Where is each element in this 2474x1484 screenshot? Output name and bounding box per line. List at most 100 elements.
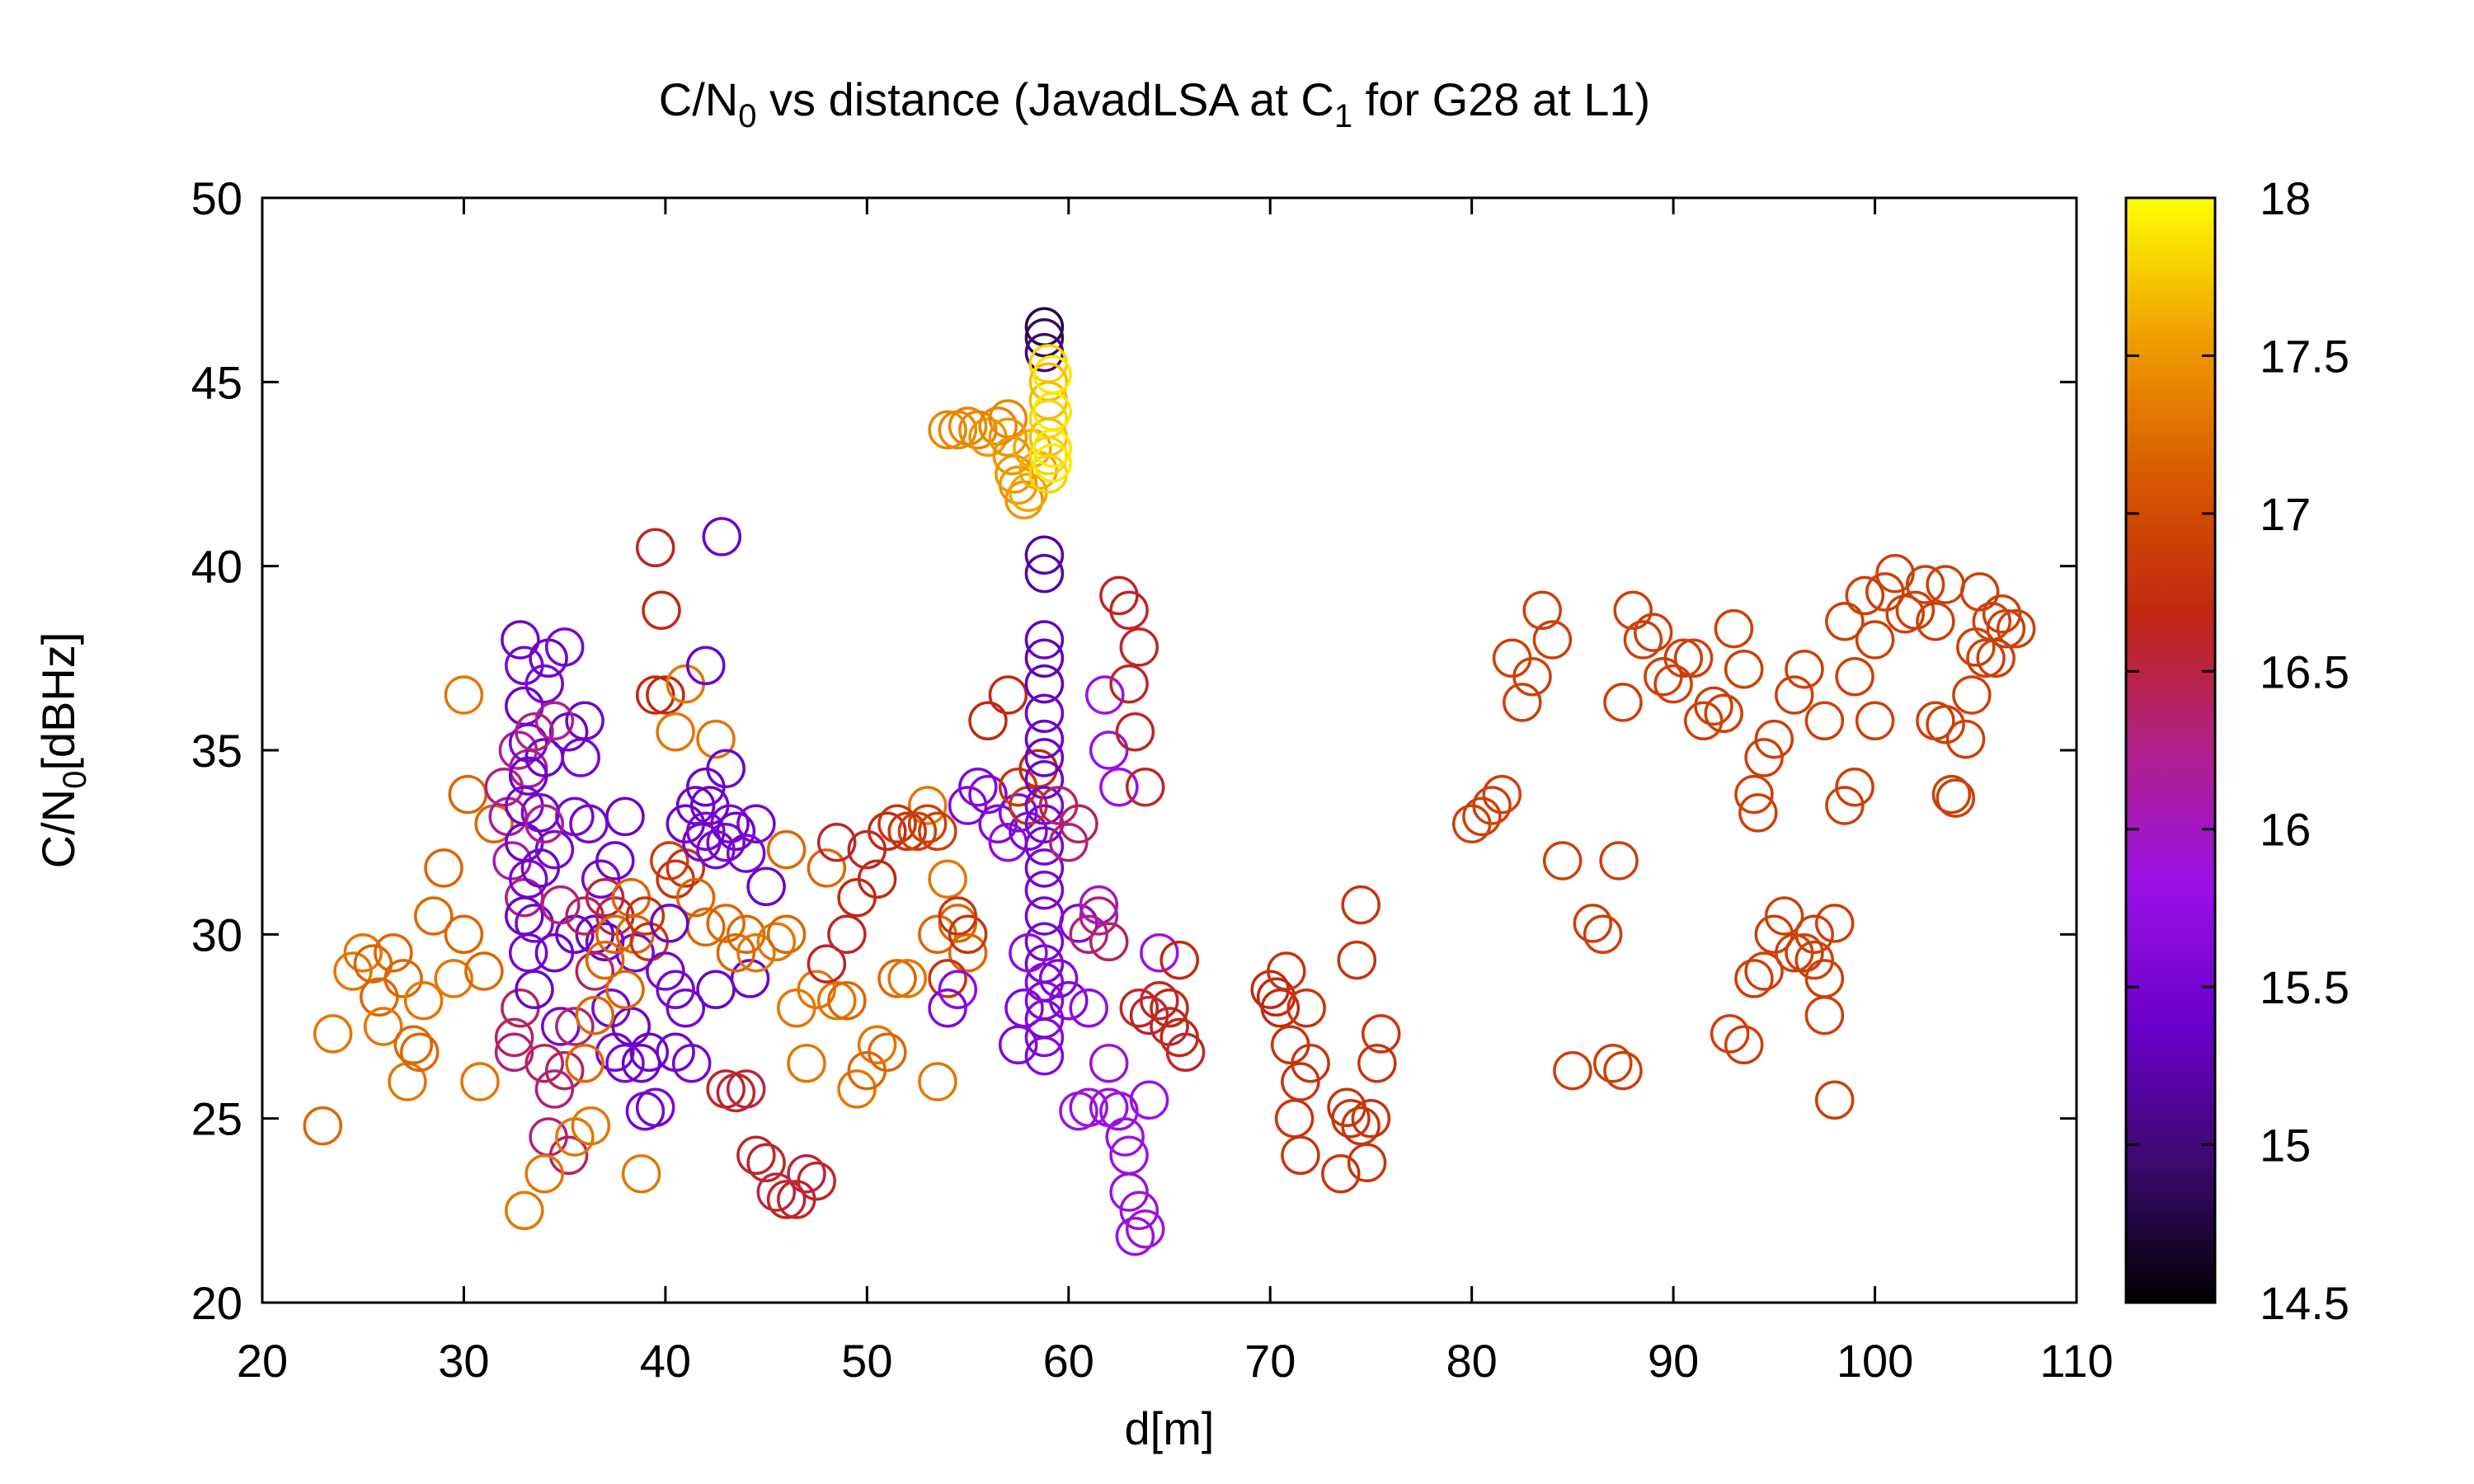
data-point [827,980,867,1021]
colorbar-tick: 16 [2126,804,2311,856]
x-tick-label: 20 [237,1335,288,1387]
data-point [1952,675,1992,715]
data-point [575,995,615,1036]
data-point [569,804,609,844]
data-point [736,804,776,844]
data-point [706,822,745,862]
data-point [1049,980,1089,1021]
data-point [656,711,695,752]
data-point [1694,686,1733,726]
data-point [1633,613,1673,652]
data-point [1024,870,1065,910]
data-point [1119,1190,1159,1231]
data-point [1281,1135,1320,1176]
data-point [1260,988,1300,1028]
data-point [716,932,756,973]
data-point [1794,914,1834,955]
data-point [1724,649,1764,689]
data-point [1024,786,1065,825]
data-point [702,517,742,556]
data-point [1024,826,1065,866]
data-point [1347,1143,1387,1183]
data-point [766,1180,807,1219]
data-point [1573,904,1613,943]
data-point [1089,1043,1129,1083]
x-axis: 20 30 40 50 60 70 80 90 100 110 [237,198,2114,1387]
data-point [1935,778,1976,818]
data-point [1835,656,1874,697]
data-point [686,811,726,852]
data-point [756,922,797,962]
data-point [1032,443,1072,483]
data-point [1099,767,1139,807]
x-tick-label: 70 [1244,1335,1296,1387]
data-point [968,701,1008,741]
data-point [501,620,540,660]
data-point [1004,988,1044,1028]
data-point [736,932,776,973]
data-point [1038,959,1079,998]
data-point [646,951,685,991]
data-point [1024,535,1065,575]
data-point [696,719,736,759]
data-point [1522,590,1562,631]
data-point [565,1043,604,1083]
data-point [948,932,988,973]
data-point [1009,932,1048,973]
data-point [766,914,807,955]
data-point [1542,841,1583,881]
data-point [524,1153,564,1194]
data-point [605,970,645,1010]
data-point [1129,1080,1169,1120]
x-tick: 70 [1244,198,1296,1387]
data-point [1150,988,1189,1028]
data-point [1503,683,1542,722]
data-point [1976,638,2015,679]
colorbar-ticks: 14.5 15 15.5 16 16.5 17 17.5 18 [2126,172,2349,1329]
data-point [877,959,917,998]
data-point [1024,719,1065,759]
data-point [1270,1025,1310,1065]
data-point [403,980,444,1021]
data-point [897,811,938,852]
data-point [928,959,967,998]
data-point [666,664,706,704]
data-point [1945,719,1986,759]
data-point [726,914,766,955]
data-point [1024,553,1065,594]
x-tick-label: 40 [640,1335,691,1387]
data-point [1855,620,1895,660]
data-point [1085,675,1125,715]
data-point [988,417,1028,458]
data-point [666,988,706,1028]
data-point [646,675,685,715]
data-point [534,1069,575,1109]
data-point [1069,914,1108,955]
x-tick-label: 100 [1837,1335,1913,1387]
y-tick-label: 35 [191,725,242,777]
data-point [1673,638,1714,679]
data-point [1926,704,1965,744]
data-point [887,811,927,852]
data-point [1115,1216,1155,1256]
data-point [1764,896,1804,936]
plot-area: 20 30 40 50 60 70 80 90 100 110 20 25 30 35 40 45 50 [191,172,2114,1387]
data-point [1865,572,1905,612]
data-point [1351,1098,1391,1139]
data-point [918,811,957,852]
data-point [1653,664,1693,704]
data-point [1059,804,1098,844]
data-point [1069,1087,1108,1128]
data-point [1835,767,1874,807]
data-point [1613,590,1653,631]
data-point [746,866,786,907]
data-point [534,932,575,973]
data-point [1710,1014,1750,1054]
data-point [625,896,666,936]
data-point [1704,693,1743,734]
data-point [706,904,745,943]
y-axis: 20 25 30 35 40 45 50 [191,172,2077,1329]
x-tick-label: 60 [1043,1335,1094,1387]
data-point [1274,1098,1315,1139]
data-point [1024,664,1065,704]
